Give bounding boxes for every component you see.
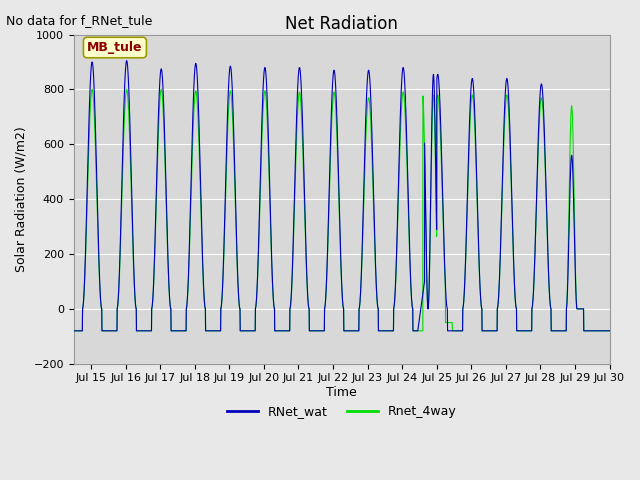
Rnet_4way [419,328,426,334]
Rnet_4way [391,290,399,296]
Rnet_4way [470,102,477,108]
RNet_wat [470,86,477,92]
X-axis label: Time: Time [326,386,357,399]
RNet_wat [605,328,613,334]
Rnet_4way [157,86,165,92]
Rnet_4way [605,328,613,334]
Rnet_4way [275,328,282,334]
Legend: RNet_wat, Rnet_4way: RNet_wat, Rnet_4way [221,400,461,423]
Rnet_4way [70,328,77,334]
Y-axis label: Solar Radiation (W/m2): Solar Radiation (W/m2) [15,126,28,272]
RNet_wat [167,328,175,334]
RNet_wat [70,328,77,334]
Rnet_4way [511,280,518,286]
RNet_wat [123,58,131,63]
Title: Net Radiation: Net Radiation [285,15,398,33]
RNet_wat [275,328,282,334]
RNet_wat [419,295,426,301]
Rnet_4way [167,328,175,334]
Line: Rnet_4way: Rnet_4way [74,89,609,331]
RNet_wat [511,278,518,284]
Text: No data for f_RNet_tule: No data for f_RNet_tule [6,14,153,27]
Line: RNet_wat: RNet_wat [74,60,609,331]
Text: MB_tule: MB_tule [87,41,143,54]
RNet_wat [391,288,399,294]
